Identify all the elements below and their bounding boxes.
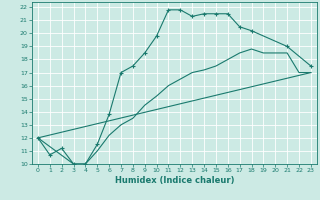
X-axis label: Humidex (Indice chaleur): Humidex (Indice chaleur) bbox=[115, 176, 234, 185]
